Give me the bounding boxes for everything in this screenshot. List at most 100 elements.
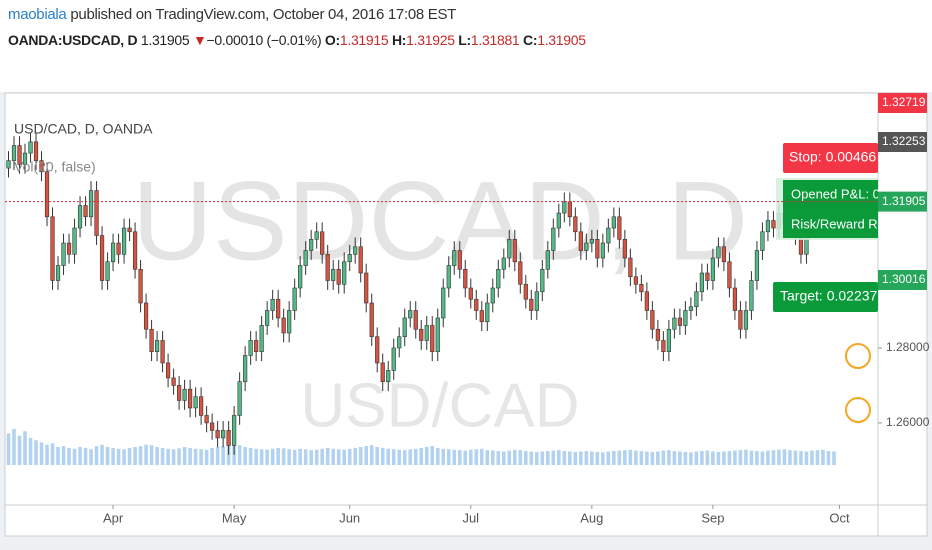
candle-body — [127, 227, 132, 233]
legend: USD/CAD, D, OANDA — [14, 121, 153, 137]
volume-bar — [661, 450, 666, 465]
volume-bar — [832, 451, 836, 465]
volume-bar — [628, 449, 633, 465]
candle-body — [331, 268, 336, 281]
volume-bar — [573, 451, 578, 465]
candle-body — [177, 385, 182, 401]
candle-body — [760, 231, 765, 251]
candle-body — [171, 377, 176, 386]
x-tick-label: Sep — [701, 510, 724, 525]
price-tag — [878, 270, 927, 290]
candle-body — [738, 310, 743, 330]
candle-body — [628, 257, 633, 278]
candle-body — [749, 280, 754, 311]
candle-body — [639, 283, 644, 293]
volume-bar — [568, 451, 572, 465]
candle-body — [215, 430, 220, 439]
h-value: 1.31925 — [406, 32, 455, 48]
candle-body — [743, 310, 749, 330]
candle-body — [232, 415, 237, 446]
volume-bar — [468, 449, 473, 465]
volume-bar — [711, 451, 715, 465]
volume-bar — [353, 447, 358, 465]
candle-body — [303, 250, 308, 266]
volume-bar — [408, 449, 413, 465]
volume-bar — [23, 431, 27, 465]
candle-body — [732, 287, 738, 311]
candle-body — [342, 261, 347, 285]
candle-body — [529, 298, 534, 311]
volume-bar — [171, 449, 176, 465]
volume-bar — [584, 451, 589, 465]
candle-body — [589, 238, 594, 244]
volume-bar — [623, 450, 627, 465]
price-tag — [878, 132, 927, 152]
h-label: H: — [391, 32, 407, 48]
volume-bar — [127, 447, 132, 465]
volume-bar — [61, 446, 66, 465]
candle-body — [320, 231, 325, 255]
volume-bar — [579, 451, 583, 465]
volume-bar — [672, 451, 677, 465]
volume-bar — [512, 449, 517, 465]
volume-bar — [50, 443, 55, 465]
candle-body — [523, 283, 528, 300]
volume-bar — [518, 450, 523, 465]
volume-bar — [799, 451, 803, 465]
event-flag[interactable] — [845, 343, 871, 369]
volume-bar — [221, 446, 225, 465]
volume-bar — [546, 451, 550, 465]
candle-body — [446, 265, 451, 289]
candle-body — [402, 317, 407, 338]
x-tick-label: Jul — [462, 510, 479, 525]
candle-body — [677, 317, 682, 326]
price-tag — [878, 191, 927, 212]
volume-bar — [34, 440, 38, 465]
candle-body — [485, 302, 490, 323]
volume-bar — [634, 450, 638, 465]
x-tick-label: Oct — [829, 510, 850, 525]
candle-body — [650, 310, 655, 330]
candle-body — [655, 328, 660, 341]
published: published on TradingView.com, October 04… — [70, 6, 457, 23]
volume-bar — [314, 449, 319, 465]
volume-bar — [56, 447, 60, 465]
volume-bar — [788, 450, 792, 465]
author[interactable]: maobiala — [8, 6, 67, 23]
volume-bar — [446, 449, 451, 465]
candle-body — [424, 325, 429, 341]
candle-body — [430, 325, 435, 353]
volume-bar — [89, 449, 93, 465]
x-tick-label: Apr — [103, 510, 124, 525]
candle-body — [545, 250, 550, 270]
volume-bar — [771, 450, 776, 465]
volume-bar — [738, 450, 743, 465]
symbol: OANDA:USDCAD, D — [8, 32, 138, 48]
change: −0.00010 (−0.01%) — [206, 32, 322, 48]
volume-bar — [424, 447, 429, 465]
volume-bar — [551, 450, 556, 465]
watermark: USDCAD, D — [132, 159, 748, 284]
x-tick-label: Aug — [580, 510, 603, 525]
candle-body — [199, 396, 204, 416]
candle-body — [754, 250, 760, 281]
candle-body — [347, 253, 352, 263]
candle-body — [397, 336, 402, 349]
volume-bar — [507, 450, 512, 465]
volume-bar — [303, 449, 308, 465]
volume-bar — [254, 448, 258, 465]
volume-bar — [122, 449, 126, 465]
o-value: 1.31915 — [339, 32, 389, 48]
watermark-sub: USD/CAD — [300, 371, 579, 440]
volume-bar — [744, 449, 748, 465]
candle-body — [463, 268, 468, 289]
pnl-label: Opened P&L: 0 — [791, 186, 880, 201]
volume-bar — [782, 449, 787, 465]
event-flag[interactable] — [845, 397, 871, 423]
candle-body — [55, 265, 61, 281]
candle-body — [727, 261, 732, 289]
volume-bar — [243, 447, 247, 465]
volume-bar — [342, 449, 346, 465]
candle-body — [243, 355, 248, 383]
candle-body — [474, 298, 479, 311]
